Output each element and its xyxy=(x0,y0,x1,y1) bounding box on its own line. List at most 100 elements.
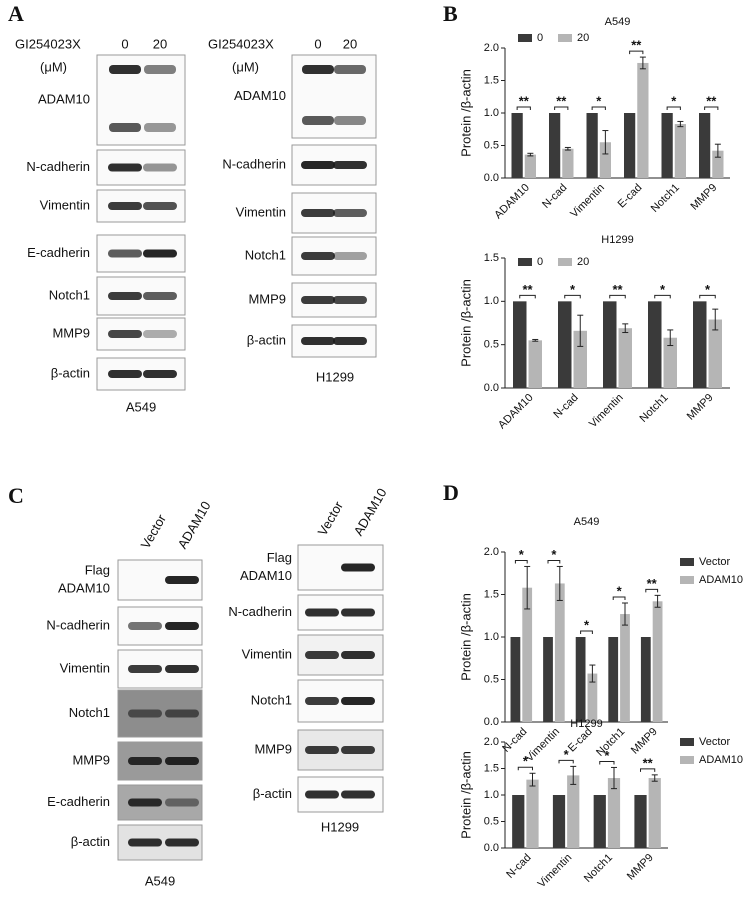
band xyxy=(301,161,335,169)
row-label: N-cadherin xyxy=(228,604,292,619)
significance-bracket xyxy=(666,106,681,110)
significance-bracket xyxy=(654,294,671,299)
y-tick-label: 1.5 xyxy=(484,588,499,600)
band xyxy=(341,608,375,617)
row-label: β-actin xyxy=(51,365,90,380)
bar xyxy=(513,301,527,388)
band xyxy=(305,651,339,659)
chart-title: H1299 xyxy=(570,718,602,730)
band xyxy=(143,202,177,210)
legend-label: Vector xyxy=(699,736,731,748)
band xyxy=(341,746,375,754)
significance-bracket xyxy=(591,106,606,110)
significance-label: * xyxy=(596,93,602,108)
band xyxy=(341,790,375,799)
error-bar xyxy=(577,314,584,347)
error-bar xyxy=(621,602,628,626)
bar xyxy=(674,124,686,178)
band xyxy=(305,608,339,617)
bar xyxy=(558,301,572,388)
unit-label: (μM) xyxy=(40,59,67,74)
error-bar xyxy=(529,772,536,787)
band xyxy=(333,296,367,304)
row-label: ADAM10 xyxy=(234,88,286,103)
band xyxy=(305,790,339,799)
y-tick-label: 0.5 xyxy=(484,339,499,351)
significance-label: * xyxy=(705,282,711,297)
y-axis-label: Protein /β-actin xyxy=(458,69,473,157)
band xyxy=(165,838,199,847)
y-axis-label: Protein /β-actin xyxy=(458,593,473,681)
error-bar xyxy=(527,152,534,157)
cell-line-label: A549 xyxy=(145,873,175,888)
bar xyxy=(663,337,677,388)
band xyxy=(165,576,199,584)
significance-label: ** xyxy=(631,38,642,53)
chart-title: A549 xyxy=(605,16,631,28)
row-label: MMP9 xyxy=(248,291,286,306)
band xyxy=(341,563,375,572)
row-label: Vimentin xyxy=(236,204,286,219)
legend-label: 0 xyxy=(537,256,543,268)
bar xyxy=(608,637,619,722)
band xyxy=(165,622,199,630)
y-tick-label: 0.5 xyxy=(484,815,499,827)
band xyxy=(143,249,177,258)
row-label: E-cadherin xyxy=(27,245,90,260)
band xyxy=(301,337,335,345)
band xyxy=(333,252,367,260)
significance-label: ** xyxy=(519,93,530,108)
error-bar xyxy=(654,594,661,608)
significance-label: * xyxy=(551,547,557,562)
significance-bracket xyxy=(640,768,656,772)
band xyxy=(302,116,334,125)
significance-label: * xyxy=(617,583,623,598)
band xyxy=(108,163,142,172)
bar xyxy=(693,301,707,388)
significance-bracket xyxy=(699,294,716,299)
treatment-label: GI254023X xyxy=(208,36,274,51)
lane-label: 0 xyxy=(314,36,321,51)
band xyxy=(128,665,162,673)
band xyxy=(128,757,162,765)
bar xyxy=(648,301,662,388)
band xyxy=(341,651,375,659)
bar xyxy=(620,614,630,722)
y-tick-label: 2.0 xyxy=(484,546,499,558)
significance-bracket xyxy=(704,106,719,110)
band xyxy=(302,65,334,74)
significance-label: * xyxy=(671,93,677,108)
significance-label: ** xyxy=(612,282,623,297)
panel-letter: C xyxy=(8,483,24,508)
bar xyxy=(524,154,536,178)
bar xyxy=(661,113,673,178)
row-label: ADAM10 xyxy=(38,91,90,106)
error-bar xyxy=(667,329,674,347)
bar xyxy=(648,778,661,848)
error-bar xyxy=(622,323,629,334)
row-label: β-actin xyxy=(247,332,286,347)
y-tick-label: 1.0 xyxy=(484,107,499,119)
bar xyxy=(543,637,553,722)
bar xyxy=(528,340,542,388)
significance-label: * xyxy=(564,747,570,762)
bar xyxy=(603,301,617,388)
significance-label: * xyxy=(660,282,666,297)
y-tick-label: 0.0 xyxy=(484,382,499,394)
bar xyxy=(699,113,711,178)
bar xyxy=(552,795,566,848)
row-label: N-cadherin xyxy=(26,159,90,174)
error-bar xyxy=(714,143,721,158)
band xyxy=(128,622,162,630)
error-bar xyxy=(589,664,596,683)
band xyxy=(334,116,366,125)
band xyxy=(305,697,339,705)
band xyxy=(165,757,199,765)
band xyxy=(144,123,176,132)
panel-letter: B xyxy=(443,1,458,26)
y-tick-label: 0.0 xyxy=(484,172,499,184)
significance-bracket xyxy=(519,294,536,299)
band xyxy=(165,709,199,718)
y-tick-label: 1.5 xyxy=(484,252,499,264)
